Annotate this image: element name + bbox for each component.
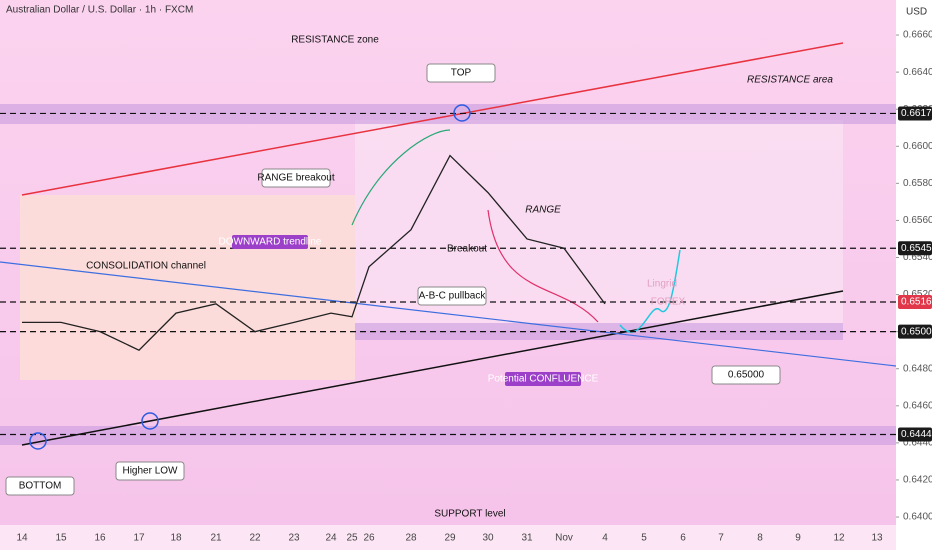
annotation-box bbox=[426, 63, 496, 83]
annotation-box bbox=[261, 168, 331, 188]
x-tick-label: 13 bbox=[871, 533, 883, 544]
level-label: 0.64445 bbox=[901, 429, 932, 440]
consolidation-box bbox=[20, 195, 355, 380]
annotation: 0.65000 bbox=[728, 370, 765, 381]
x-tick-label: 28 bbox=[405, 533, 417, 544]
chart-title: Australian Dollar / U.S. Dollar · 1h · F… bbox=[6, 5, 193, 16]
annotation-box bbox=[5, 476, 75, 496]
projection-path bbox=[619, 249, 681, 333]
annotation: SUPPORT level bbox=[434, 509, 505, 520]
x-tick-label: 9 bbox=[795, 533, 801, 544]
breakout-arrow bbox=[351, 129, 451, 226]
x-tick-label: 6 bbox=[680, 533, 686, 544]
x-tick-label: 4 bbox=[602, 533, 608, 544]
x-tick-label: 30 bbox=[482, 533, 494, 544]
annotation-box bbox=[505, 372, 581, 386]
axis-unit: USD bbox=[906, 7, 927, 18]
x-tick-label: Nov bbox=[555, 533, 573, 544]
x-tick-label: 5 bbox=[641, 533, 647, 544]
x-tick-label: 18 bbox=[170, 533, 182, 544]
annotation: A-B-C pullback bbox=[419, 291, 487, 302]
pivot-marker bbox=[29, 432, 47, 450]
pivot-marker bbox=[141, 412, 159, 430]
annotation-box bbox=[232, 235, 308, 249]
x-tick-label: 23 bbox=[288, 533, 300, 544]
time-axis bbox=[0, 525, 896, 550]
annotation: RESISTANCE zone bbox=[291, 35, 379, 46]
x-tick-label: 29 bbox=[444, 533, 456, 544]
x-tick-label: 22 bbox=[249, 533, 261, 544]
annotation: RANGE breakout bbox=[257, 173, 334, 184]
price-axis bbox=[896, 0, 932, 550]
x-tick-label: 14 bbox=[16, 533, 28, 544]
annotation: RANGE bbox=[525, 205, 561, 216]
x-tick-label: 8 bbox=[757, 533, 763, 544]
resistance-band bbox=[0, 104, 896, 124]
annotation: FOREX bbox=[651, 297, 686, 308]
price-line bbox=[22, 154, 606, 351]
level-tag bbox=[898, 427, 932, 442]
level-label: 0.66177 bbox=[901, 108, 932, 119]
pullback-arrow bbox=[487, 209, 599, 323]
resistance-line bbox=[21, 42, 844, 196]
annotation-box bbox=[115, 461, 185, 481]
level-tag bbox=[898, 241, 932, 256]
downward-trendline bbox=[0, 261, 897, 367]
x-tick-label: 26 bbox=[363, 533, 375, 544]
x-tick-label: 24 bbox=[325, 533, 337, 544]
level-tag bbox=[898, 106, 932, 121]
support-band bbox=[0, 426, 896, 445]
x-tick-label: 25 bbox=[346, 533, 358, 544]
pivot-marker bbox=[453, 104, 471, 122]
annotation: Higher LOW bbox=[122, 466, 178, 477]
x-tick-label: 12 bbox=[833, 533, 845, 544]
x-tick-label: 16 bbox=[94, 533, 106, 544]
x-tick-label: 21 bbox=[210, 533, 222, 544]
annotation: DOWNWARD trendline bbox=[219, 237, 322, 248]
annotation: RESISTANCE area bbox=[747, 75, 833, 86]
annotation-box bbox=[711, 365, 781, 385]
x-tick-label: 15 bbox=[55, 533, 67, 544]
annotation: Potential CONFLUENCE bbox=[488, 374, 599, 385]
x-tick-label: 7 bbox=[718, 533, 724, 544]
level-label: 0.65000 bbox=[901, 326, 932, 337]
level-tag bbox=[898, 324, 932, 339]
x-tick-label: 17 bbox=[133, 533, 145, 544]
annotation: CONSOLIDATION channel bbox=[86, 261, 206, 272]
annotation: TOP bbox=[451, 68, 472, 79]
annotation-box bbox=[417, 286, 487, 306]
annotation: Breakout bbox=[447, 244, 487, 255]
level-tag bbox=[898, 294, 932, 309]
x-tick-label: 31 bbox=[521, 533, 533, 544]
annotation: BOTTOM bbox=[19, 481, 62, 492]
support-line bbox=[21, 290, 844, 446]
annotation: Lingrid bbox=[647, 279, 677, 290]
